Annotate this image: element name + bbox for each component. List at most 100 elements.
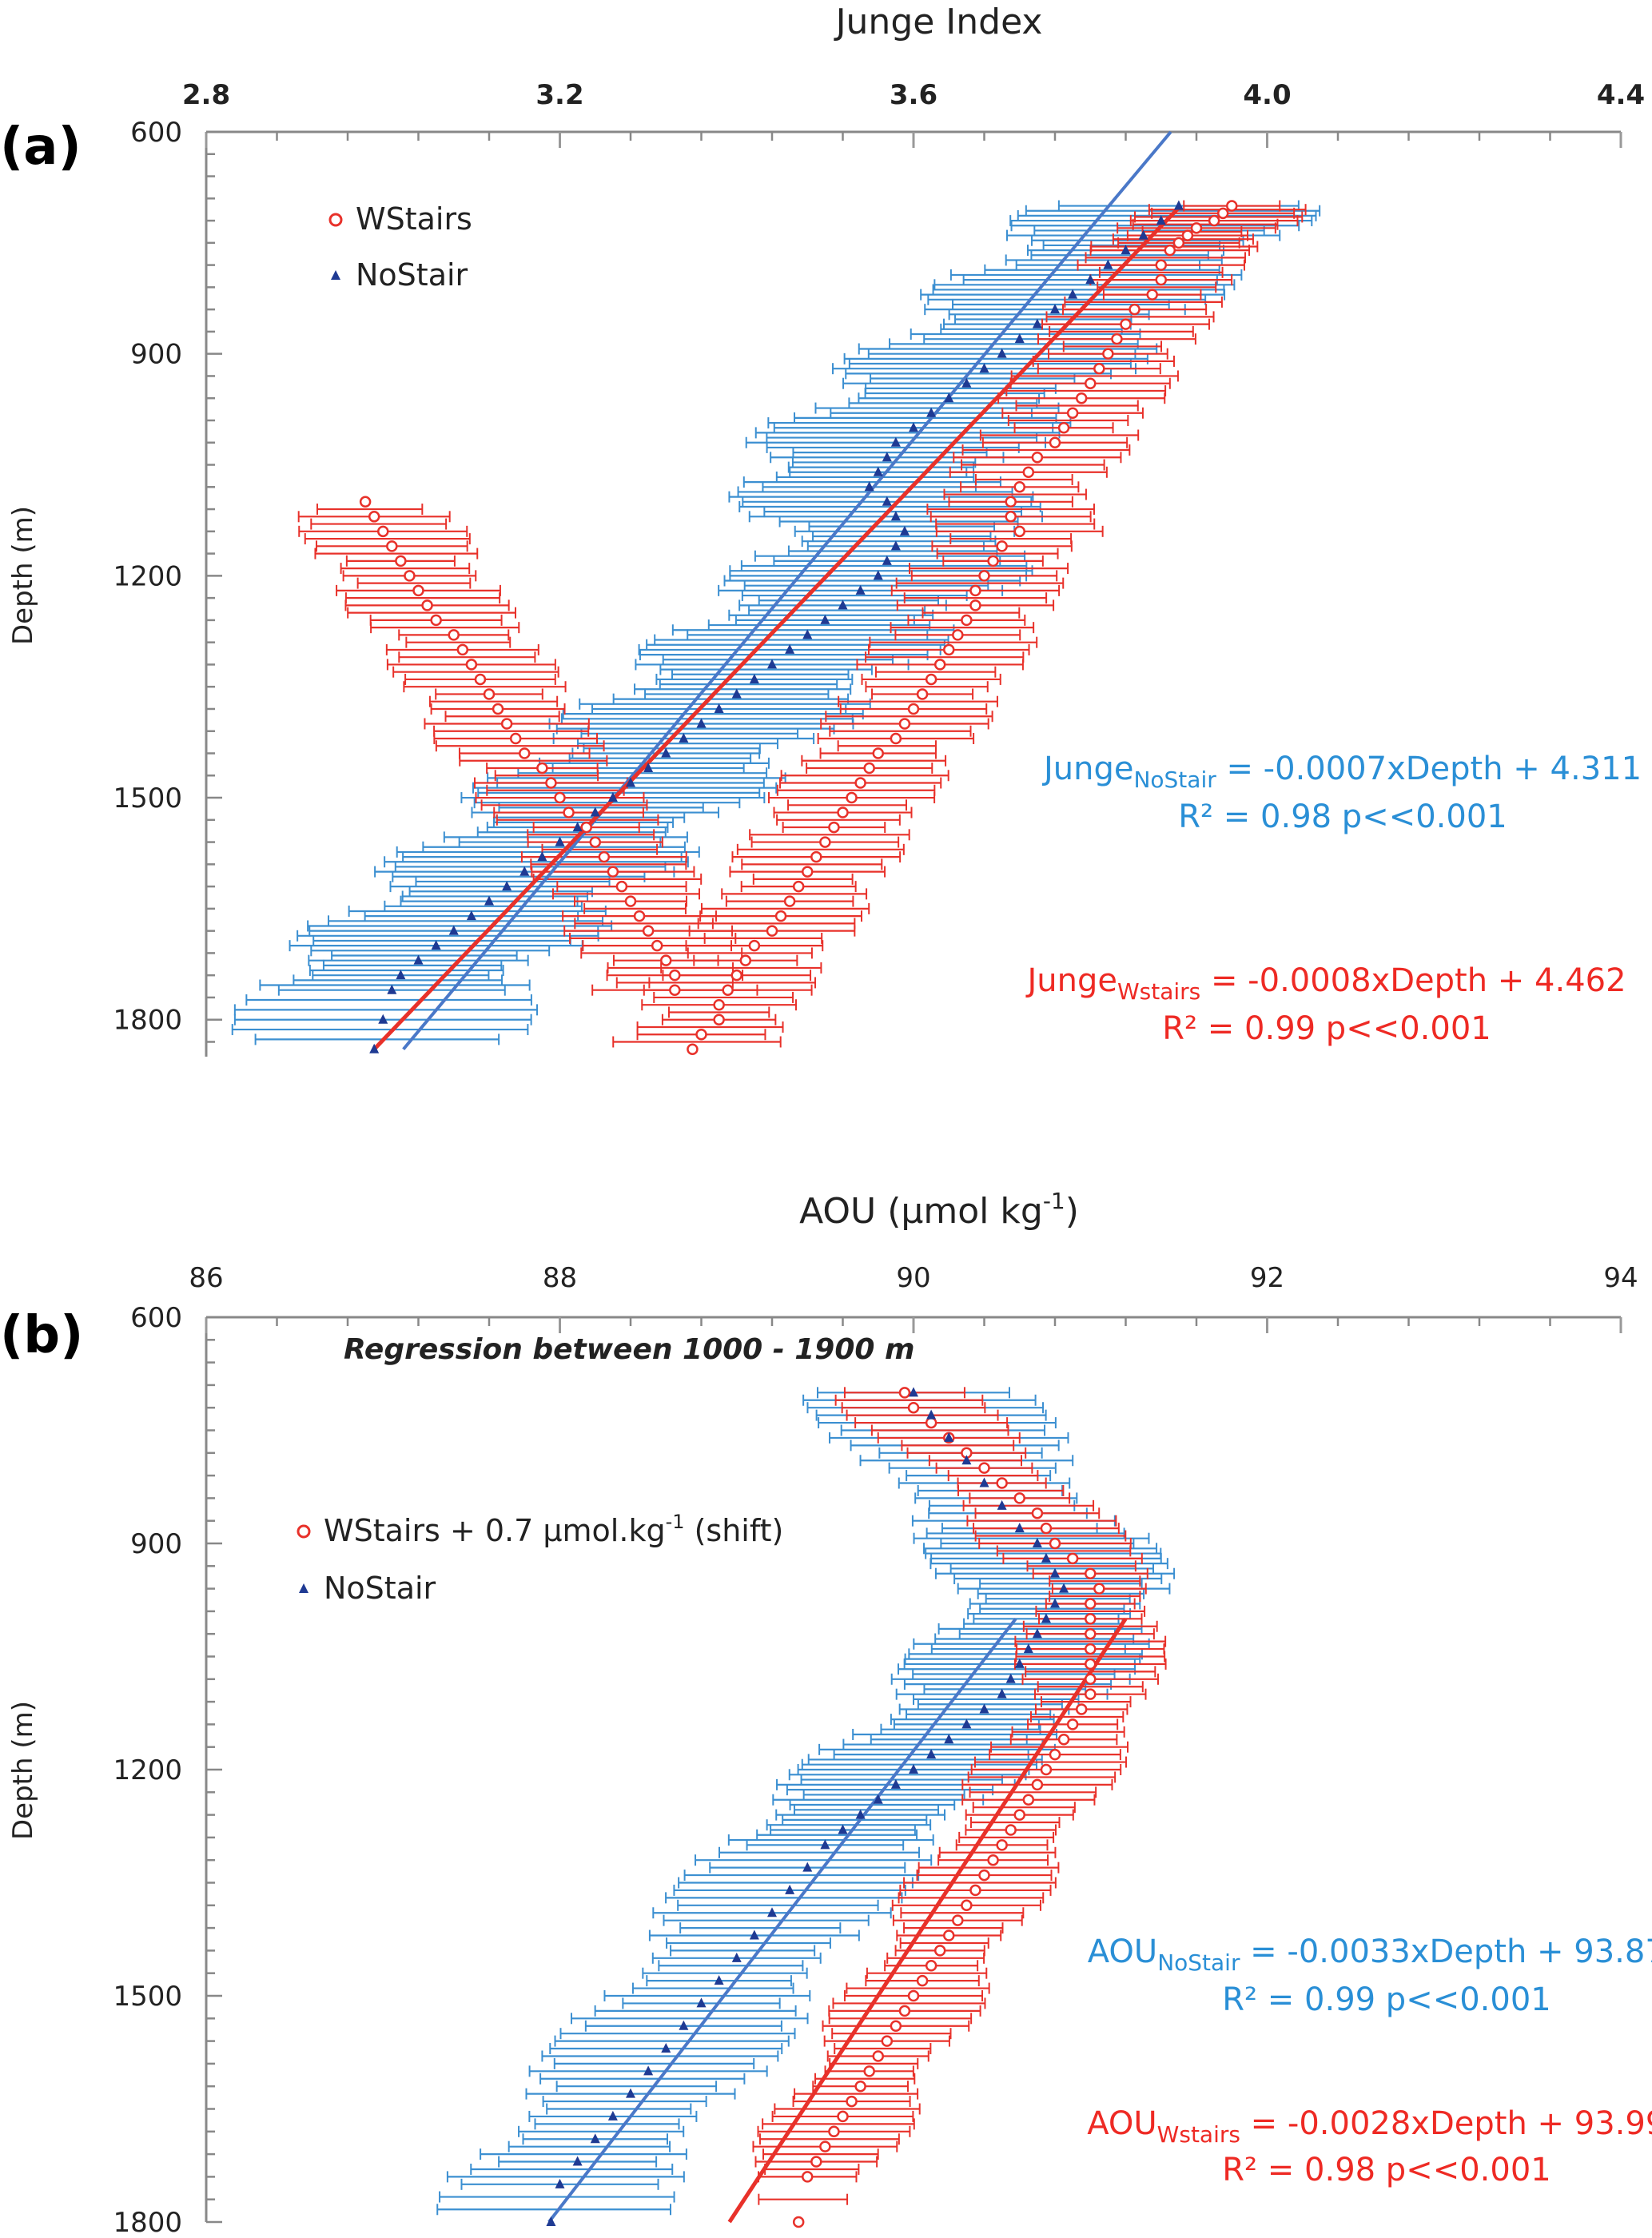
nostair-point: [979, 363, 989, 373]
x-tick-label: 94: [1603, 1262, 1638, 1294]
wstairs-point: [952, 629, 964, 641]
wstairs-point: [1005, 496, 1017, 508]
nostair-point: [546, 2216, 556, 2226]
wstairs-point: [1085, 377, 1097, 389]
x-tick-label: 4.4: [1597, 79, 1645, 111]
wstairs-point: [633, 910, 646, 922]
wstairs-fit-line: [727, 1617, 1128, 2224]
panel-a-label: (a): [0, 117, 82, 177]
wstairs-point: [1164, 244, 1176, 257]
wstairs-point: [872, 2050, 884, 2062]
annotation-rest: = -0.0008xDepth + 4.462: [1200, 962, 1626, 999]
wstairs-point: [978, 1869, 990, 1882]
nostair-point: [696, 718, 707, 728]
annotation-rest: = -0.0033xDepth + 93.878: [1240, 1933, 1652, 1970]
wstairs-point: [456, 643, 469, 656]
nostair-point: [1050, 1567, 1060, 1578]
wstairs-point: [996, 540, 1008, 552]
wstairs-point: [509, 732, 522, 745]
wstairs-point: [1013, 1809, 1025, 1821]
wstairs-point: [1057, 1734, 1070, 1746]
nostair-point: [890, 511, 901, 521]
y-tick-label: 1800: [113, 2207, 182, 2238]
annotation-sub: Wstairs: [1157, 2121, 1240, 2148]
wstairs-point: [1031, 1778, 1044, 1791]
wstairs-point: [713, 1013, 725, 1025]
nostair-point: [731, 688, 742, 699]
annotation-nostair-equation: JungeNoStair = -0.0007xDepth + 4.311: [1041, 751, 1642, 793]
wstairs-point: [1216, 207, 1229, 220]
wstairs-point: [969, 599, 981, 611]
wstairs-point: [500, 718, 513, 730]
wstairs-point: [1075, 392, 1088, 404]
nostair-point: [882, 555, 892, 565]
wstairs-point: [819, 836, 831, 848]
nostair-point: [1014, 1658, 1025, 1668]
nostair-point: [890, 540, 901, 551]
legend-nostair-marker: [299, 1583, 309, 1593]
nostair-point: [1050, 304, 1060, 314]
panel-a-y-axis-title: Depth (m): [7, 506, 39, 645]
wstairs-point: [1040, 1522, 1053, 1535]
wstairs-point: [890, 732, 902, 745]
wstairs-point: [863, 2065, 875, 2077]
nostair-point: [1103, 259, 1113, 269]
panel-b-x-axis-title-end: ): [1065, 1191, 1079, 1232]
nostair-point: [1173, 200, 1184, 210]
annotation-base: AOU: [1088, 1933, 1157, 1970]
nostair-point: [1068, 289, 1078, 299]
nostair-point: [1014, 333, 1025, 344]
wstairs-point: [1085, 1658, 1097, 1671]
nostair-point: [519, 866, 530, 876]
nostair-point: [864, 481, 874, 492]
nostair-point: [749, 673, 759, 683]
nostair-point: [1059, 1583, 1069, 1593]
wstairs-point: [978, 570, 990, 582]
nostair-point: [873, 1794, 883, 1804]
nostair-point: [661, 747, 671, 758]
legend-wstairs-label: WStairs: [356, 201, 472, 237]
nostair-point: [537, 851, 547, 862]
nostair-point: [555, 2178, 565, 2188]
legend-nostair-marker: [331, 270, 340, 280]
wstairs-point: [386, 540, 398, 552]
nostair-fit-line: [547, 1618, 1017, 2224]
wstairs-point: [1049, 436, 1061, 449]
nostair-point: [1138, 229, 1148, 240]
nostair-point: [607, 792, 618, 802]
nostair-point: [944, 1432, 954, 1442]
nostair-point: [1050, 1598, 1060, 1608]
nostair-point: [413, 954, 424, 965]
wstairs-point: [377, 525, 389, 538]
wstairs-point: [881, 2035, 894, 2047]
wstairs-point: [1040, 1763, 1053, 1776]
wstairs-point: [607, 866, 619, 878]
nostair-point: [387, 984, 397, 994]
wstairs-point: [739, 954, 752, 966]
wstairs-point: [519, 747, 531, 759]
wstairs-point: [1013, 525, 1025, 538]
nostair-point: [466, 910, 476, 921]
wstairs-point: [492, 703, 504, 715]
wstairs-point: [660, 954, 672, 966]
wstairs-point: [916, 1974, 929, 1987]
wstairs-point: [925, 673, 937, 686]
nostair-point: [961, 1455, 972, 1465]
wstairs-point: [1049, 1748, 1061, 1761]
nostair-point: [890, 1778, 901, 1789]
nostair-point: [572, 822, 583, 832]
annotation-base: Junge: [1041, 751, 1134, 787]
nostair-point: [873, 466, 883, 476]
wstairs-fit-line: [372, 204, 1182, 1051]
legend-wstairs-label-base: WStairs: [356, 201, 472, 237]
wstairs-point: [1093, 362, 1105, 375]
wstairs-point: [1085, 1688, 1097, 1700]
wstairs-point: [404, 570, 416, 582]
nostair-point: [1041, 1613, 1051, 1623]
x-tick-label: 3.6: [890, 79, 937, 111]
x-tick-label: 2.8: [182, 79, 230, 111]
wstairs-point: [722, 984, 734, 996]
wstairs-point: [748, 939, 761, 952]
nostair-point: [926, 1749, 937, 1759]
nostair-point: [997, 348, 1007, 358]
